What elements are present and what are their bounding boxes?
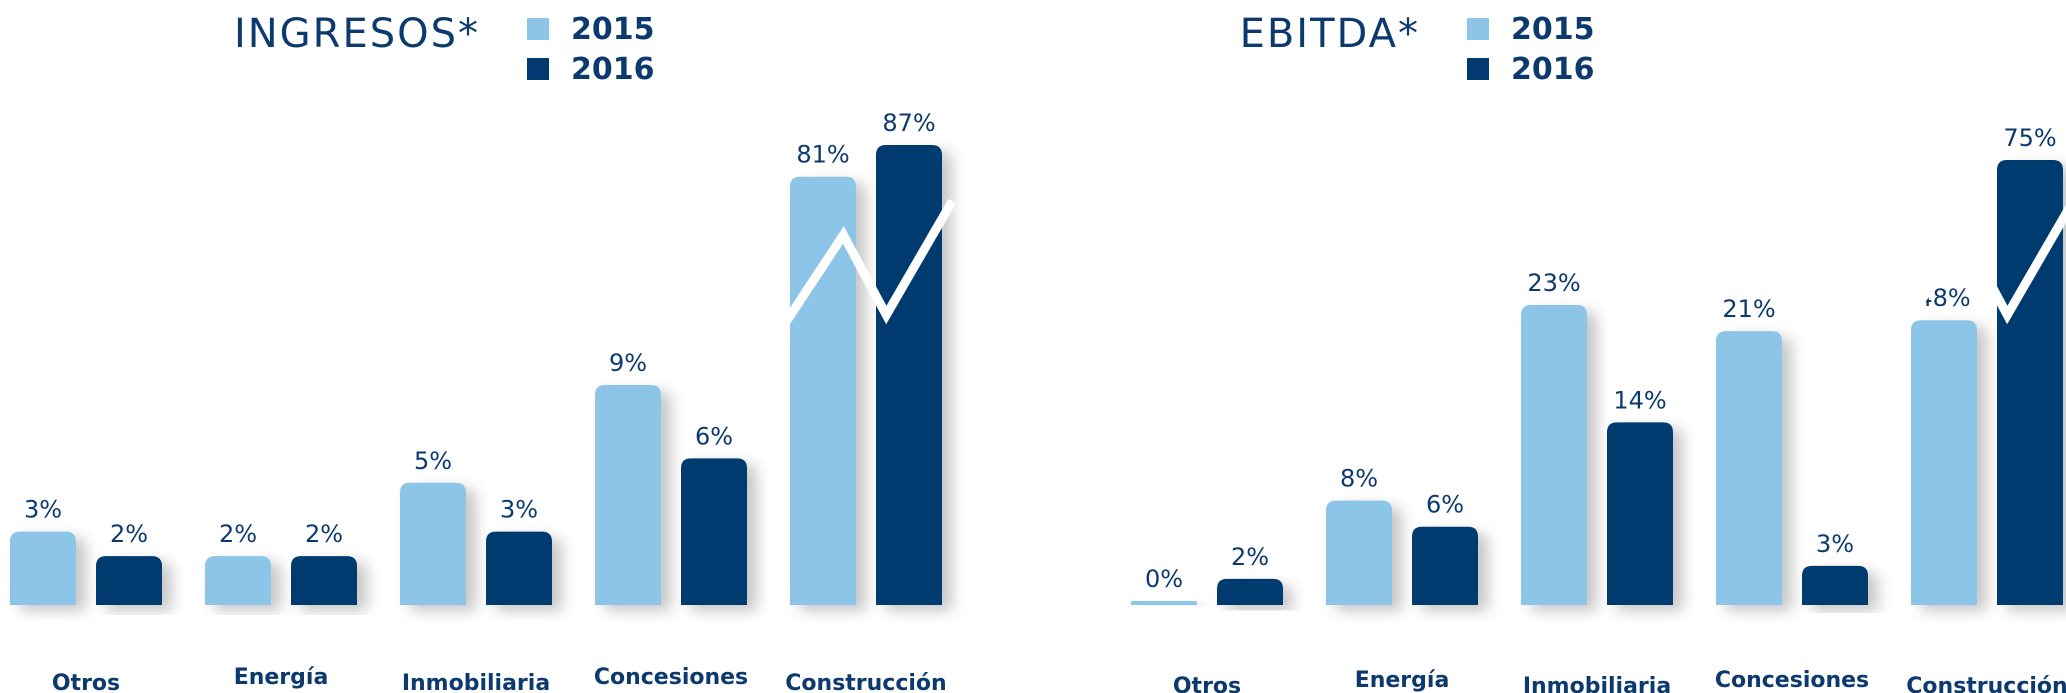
category-label-inmobiliaria: Inmobiliaria bbox=[1523, 674, 1671, 693]
bar-otros-2016 bbox=[1217, 578, 1283, 605]
value-label: 3% bbox=[1816, 530, 1854, 558]
category-label-inmobiliaria: Inmobiliaria bbox=[402, 671, 550, 693]
bar-concesiones-2016 bbox=[1802, 565, 1868, 605]
category-label-concesiones: Concesiones bbox=[1715, 668, 1869, 693]
bar-otros-2015 bbox=[10, 531, 76, 605]
value-label: 23% bbox=[1527, 269, 1580, 297]
chart-title-ingresos: INGRESOS* bbox=[234, 11, 480, 57]
chart-title-ebitda: EBITDA* bbox=[1240, 11, 1420, 57]
value-label: 0% bbox=[1145, 565, 1183, 593]
bar-energía-2016 bbox=[1412, 526, 1478, 605]
value-label: 75% bbox=[2003, 124, 2056, 152]
bar-concesiones-2016 bbox=[681, 458, 747, 605]
category-label-construcción: Construcción bbox=[1906, 674, 2066, 693]
value-label: 2% bbox=[110, 520, 148, 548]
category-label-energía: Energía bbox=[234, 665, 329, 690]
bar-construcción-2015 bbox=[1911, 320, 1977, 605]
value-label: 3% bbox=[500, 496, 538, 524]
value-label: 81% bbox=[796, 141, 849, 169]
bar-energía-2015 bbox=[205, 556, 271, 605]
legend-label-2016: 2016 bbox=[571, 52, 655, 87]
bar-energía-2015 bbox=[1326, 500, 1392, 605]
bar-construcción-2016 bbox=[1997, 160, 2063, 605]
value-label: 21% bbox=[1722, 295, 1775, 323]
axis-break-line bbox=[1898, 204, 2066, 332]
bar-inmobiliaria-2015 bbox=[400, 482, 466, 605]
bar-concesiones-2015 bbox=[595, 385, 661, 605]
value-label: 2% bbox=[305, 520, 343, 548]
category-label-otros: Otros bbox=[52, 671, 120, 693]
legend-swatch-2015 bbox=[1467, 18, 1489, 40]
legend-swatch-2015 bbox=[527, 18, 549, 40]
axis-break-line bbox=[777, 198, 957, 332]
category-label-energía: Energía bbox=[1355, 668, 1450, 693]
legend-swatch-2016 bbox=[1467, 58, 1489, 80]
value-label: 6% bbox=[1426, 491, 1464, 519]
value-label: 5% bbox=[414, 447, 452, 475]
chart-ebitda: EBITDA* 2015 2016 0% 2% Otros 8% 6% Energía 23… bbox=[1131, 11, 2066, 693]
category-label-concesiones: Concesiones bbox=[594, 665, 748, 690]
legend-label-2015: 2015 bbox=[1511, 12, 1595, 47]
value-label: 8% bbox=[1340, 465, 1378, 493]
category-label-otros: Otros bbox=[1173, 674, 1241, 693]
bar-inmobiliaria-2015 bbox=[1521, 305, 1587, 605]
value-label: 6% bbox=[695, 422, 733, 450]
bars-ingresos: 3% 2% Otros 2% 2% Energía 5% 3% Inmobiliaria 9% 6%… bbox=[10, 109, 957, 693]
value-label: 87% bbox=[882, 109, 935, 137]
bar-inmobiliaria-2016 bbox=[1607, 422, 1673, 605]
bar-inmobiliaria-2016 bbox=[486, 531, 552, 605]
legend-label-2015: 2015 bbox=[571, 12, 655, 47]
value-label: 2% bbox=[219, 520, 257, 548]
legend-swatch-2016 bbox=[527, 58, 549, 80]
bar-energía-2016 bbox=[291, 556, 357, 605]
bar-otros-2015 bbox=[1131, 601, 1197, 605]
legend-label-2016: 2016 bbox=[1511, 52, 1595, 87]
value-label: 3% bbox=[24, 496, 62, 524]
value-label: 9% bbox=[609, 349, 647, 377]
bar-construcción-2016 bbox=[876, 145, 942, 605]
category-label-construcción: Construcción bbox=[785, 671, 946, 693]
value-label: 2% bbox=[1231, 543, 1269, 571]
bars-ebitda: 0% 2% Otros 8% 6% Energía 23% 14% Inmobiliaria 21… bbox=[1131, 124, 2066, 693]
bar-otros-2016 bbox=[96, 556, 162, 605]
bar-concesiones-2015 bbox=[1716, 331, 1782, 605]
chart-ingresos: INGRESOS* 2015 2016 3% 2% Otros 2% 2% Energía… bbox=[10, 11, 957, 693]
value-label: 14% bbox=[1613, 386, 1666, 414]
